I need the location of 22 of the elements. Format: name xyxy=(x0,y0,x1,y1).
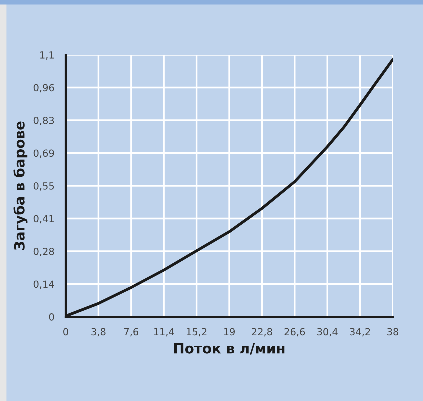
x-tick-label: 0 xyxy=(64,328,68,336)
y-tick-label: 1,1 xyxy=(40,52,54,60)
y-axis-title: Загуба в барове xyxy=(14,122,28,250)
x-tick-label: 3,8 xyxy=(92,328,106,337)
x-tick-label: 30,4 xyxy=(318,328,338,337)
x-tick-label: 7,6 xyxy=(124,328,139,337)
y-tick-label: 0,14 xyxy=(34,280,54,290)
x-tick-label: 26,6 xyxy=(284,328,306,337)
x-tick-label: 38 xyxy=(388,328,399,336)
y-tick-label: 0,55 xyxy=(34,182,54,191)
y-tick-label: 0,41 xyxy=(34,215,54,224)
y-tick-label: 0,83 xyxy=(34,116,54,126)
x-tick-label: 15,2 xyxy=(187,328,207,337)
y-tick-label: 0,96 xyxy=(34,84,54,93)
x-tick-label: 19 xyxy=(224,328,235,336)
y-tick-label: 0,28 xyxy=(34,248,54,256)
x-axis-title: Поток в л/мин xyxy=(174,344,285,355)
y-tick-label: 0,69 xyxy=(34,150,54,158)
x-tick-label: 22,8 xyxy=(252,328,272,337)
y-tick-label: 0 xyxy=(49,313,54,321)
x-tick-label: 11,4 xyxy=(154,328,174,337)
x-tick-label: 34,2 xyxy=(350,328,370,337)
